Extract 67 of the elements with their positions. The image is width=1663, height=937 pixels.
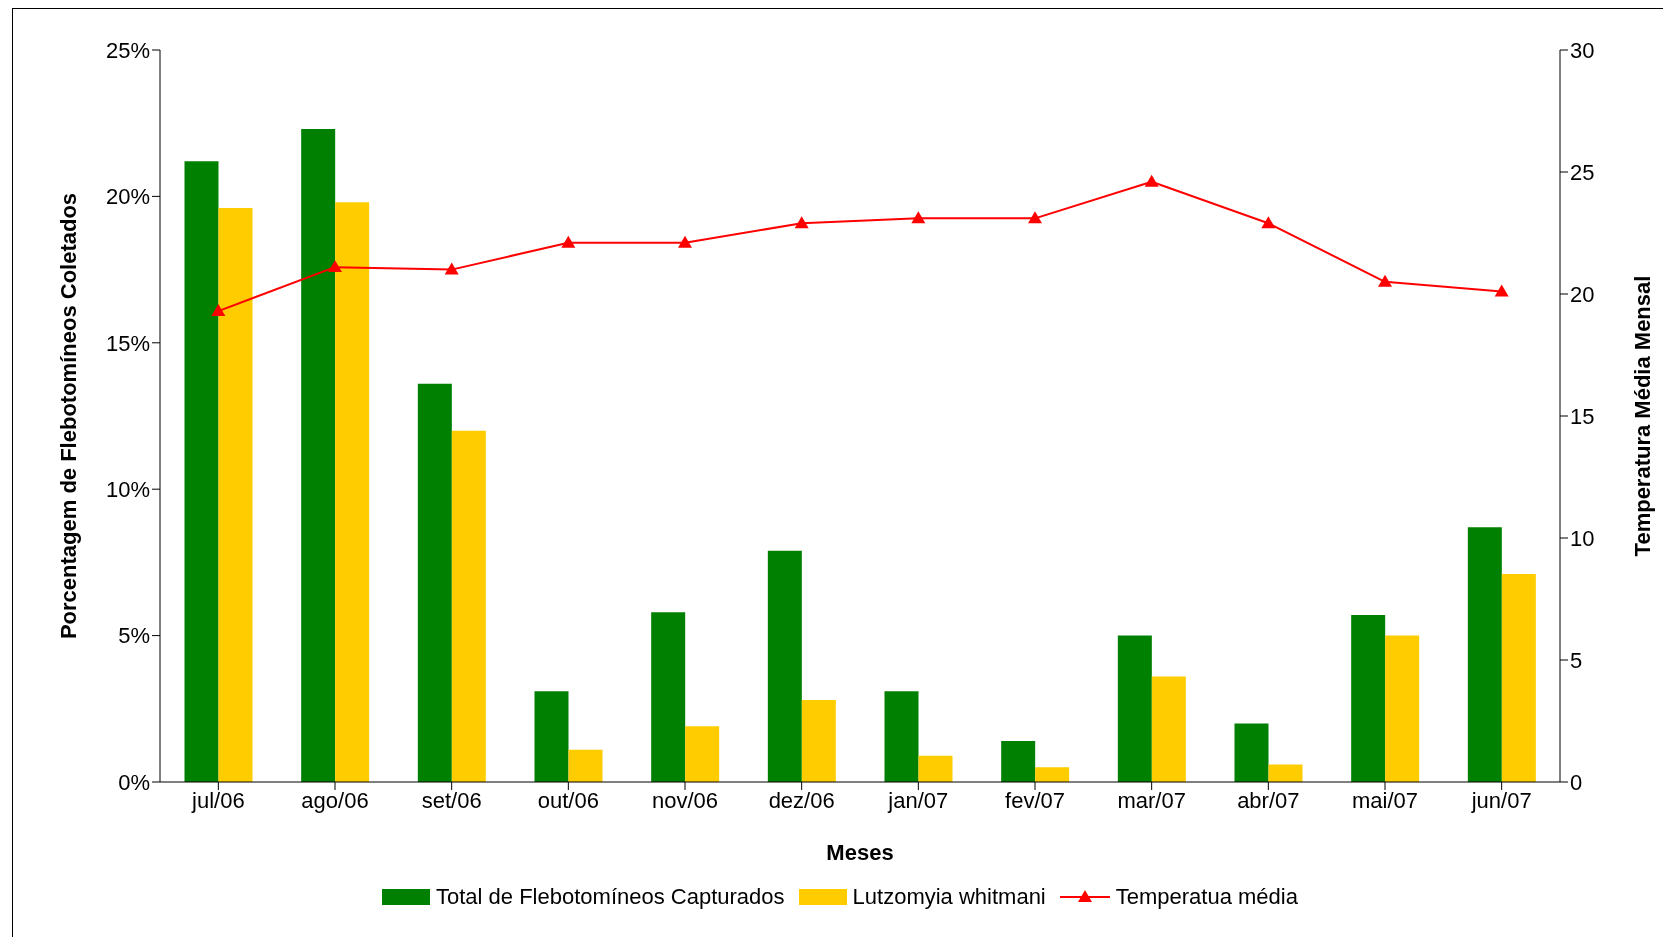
bar [451, 430, 486, 782]
point [678, 235, 692, 248]
x-tick-label: abr/07 [1237, 787, 1300, 813]
y-tick-label: 5% [118, 623, 150, 649]
x-tick-label: ago/06 [301, 787, 369, 813]
y2-tick-label: 25 [1570, 159, 1595, 185]
legend-label: Total de Flebotomíneos Capturados [436, 884, 785, 910]
bar [767, 550, 802, 782]
legend-label: Lutzomyia whitmani [852, 884, 1046, 910]
bar [801, 700, 836, 782]
point [561, 235, 576, 248]
bar [1151, 676, 1186, 782]
y-tick-label: 15% [105, 330, 150, 356]
bar [534, 691, 569, 782]
x-tick-label: fev/07 [1005, 787, 1065, 813]
bar [1351, 615, 1386, 782]
y-axis-title: Porcentagem de Flebotomíneos Coletados [55, 192, 81, 640]
bar [685, 726, 720, 782]
point [1378, 274, 1392, 287]
x-axis-title: Meses [826, 840, 894, 865]
bar [1001, 741, 1036, 782]
x-tick-label: out/06 [537, 787, 599, 813]
x-tick-label: set/06 [421, 787, 482, 813]
bar [218, 208, 253, 782]
point [1028, 211, 1042, 224]
bar [301, 129, 336, 782]
x-tick-label: jun/07 [1470, 787, 1532, 813]
point [911, 211, 926, 224]
bar [568, 749, 603, 782]
y2-tick-label: 15 [1570, 403, 1595, 429]
bar [918, 755, 953, 782]
point [1144, 174, 1159, 187]
x-tick-label: dez/06 [768, 787, 835, 813]
bar [1467, 527, 1502, 782]
y-tick-label: 0% [118, 769, 150, 795]
x-tick-label: jul/06 [191, 787, 245, 813]
bar [884, 691, 919, 782]
bar [417, 383, 452, 782]
bar [1501, 574, 1536, 782]
y-tick-label: 25% [105, 37, 150, 63]
bar [651, 612, 686, 782]
bar [1117, 635, 1152, 782]
bar [1268, 764, 1303, 782]
point [794, 216, 809, 229]
y2-axis-title: Temperatura Média Mensal [1629, 275, 1655, 557]
y-tick-label: 10% [105, 477, 150, 503]
bar [1234, 723, 1269, 782]
bar [1035, 767, 1070, 782]
y2-tick-label: 30 [1570, 37, 1595, 63]
point [328, 260, 342, 273]
x-tick-label: mar/07 [1117, 787, 1186, 813]
bar [1385, 635, 1420, 782]
y2-tick-label: 10 [1570, 525, 1595, 551]
y-tick-label: 20% [105, 184, 150, 210]
point [1494, 284, 1509, 297]
y2-tick-label: 0 [1570, 769, 1583, 795]
legend-label: Temperatua média [1115, 884, 1298, 910]
bar [335, 202, 370, 782]
point [444, 262, 459, 275]
bar [184, 161, 219, 782]
x-tick-label: nov/06 [651, 787, 719, 813]
x-tick-label: mai/07 [1351, 787, 1419, 813]
point [211, 304, 226, 316]
x-tick-label: jan/07 [887, 787, 949, 813]
y2-tick-label: 20 [1570, 281, 1595, 307]
y2-tick-label: 5 [1570, 647, 1583, 673]
point [1261, 216, 1276, 229]
